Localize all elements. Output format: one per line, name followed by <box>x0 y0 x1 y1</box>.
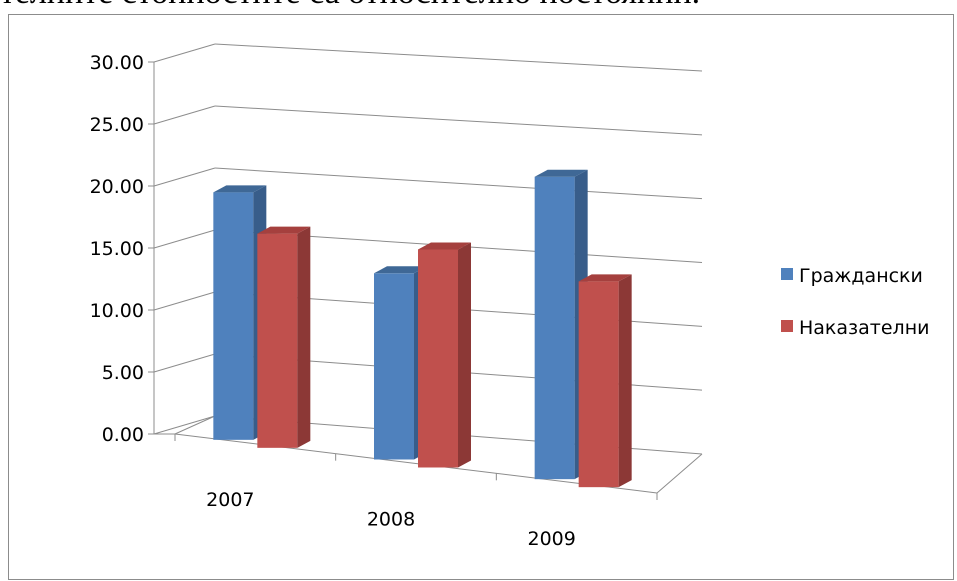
y-tick-label: 15.00 <box>90 238 144 260</box>
x-tick-label: 2007 <box>206 489 254 511</box>
bar-front-2007-1 <box>257 233 298 448</box>
legend: Граждански Наказателни <box>781 265 929 339</box>
y-tick-label: 30.00 <box>90 52 144 74</box>
bar-front-2008-1 <box>418 249 458 468</box>
bar-front-2009-1 <box>578 281 619 488</box>
bar-top-2009-1 <box>578 274 632 282</box>
floor-left-edge <box>174 415 216 435</box>
bar-front-2007-0 <box>213 192 254 440</box>
x-tick-label: 2009 <box>527 528 575 550</box>
tick-labels: 0.00 5.00 10.00 15.00 20.00 25.00 30.00 2007 200… <box>90 52 576 550</box>
legend-label-grazhdanski: Граждански <box>799 265 923 287</box>
gridline <box>214 43 703 72</box>
bar-top-2009-0 <box>534 169 588 177</box>
gridline-side <box>153 43 216 63</box>
bar-side-2007-1 <box>297 226 311 448</box>
bars <box>213 169 632 488</box>
y-tick-label: 20.00 <box>90 176 144 198</box>
gridline-side <box>153 167 216 187</box>
gridline <box>214 167 703 200</box>
y-tick-label: 25.00 <box>90 114 144 136</box>
y-tick-label: 0.00 <box>102 424 144 446</box>
y-tick-label: 5.00 <box>102 362 144 384</box>
bar-top-2007-1 <box>257 226 311 234</box>
gridline-side <box>153 229 216 249</box>
legend-swatch-nakazatelni <box>781 320 793 332</box>
bar-side-2008-1 <box>458 242 471 468</box>
y-tick-label: 10.00 <box>90 300 144 322</box>
bar-front-2008-0 <box>374 273 414 460</box>
x-tick-label: 2008 <box>367 509 415 531</box>
gridline-side <box>153 415 216 435</box>
bar-side-2009-1 <box>618 274 632 488</box>
legend-label-nakazatelni: Наказателни <box>799 317 929 339</box>
gridline-side <box>153 105 216 125</box>
axes <box>148 61 703 500</box>
clipped-document-text: телните стойностите са относително посто… <box>0 0 957 14</box>
gridline-side <box>153 291 216 311</box>
gridline <box>214 105 703 136</box>
chart-frame <box>8 14 954 580</box>
x-axis-line <box>174 433 658 494</box>
legend-swatch-grazhdanski <box>781 268 793 280</box>
floor-right-edge <box>656 453 703 494</box>
bar-top-2007-0 <box>213 185 267 193</box>
gridline-side <box>153 353 216 373</box>
bar-front-2009-0 <box>534 176 575 480</box>
bar-top-2008-0 <box>374 266 427 274</box>
bar-top-2008-1 <box>418 242 471 250</box>
